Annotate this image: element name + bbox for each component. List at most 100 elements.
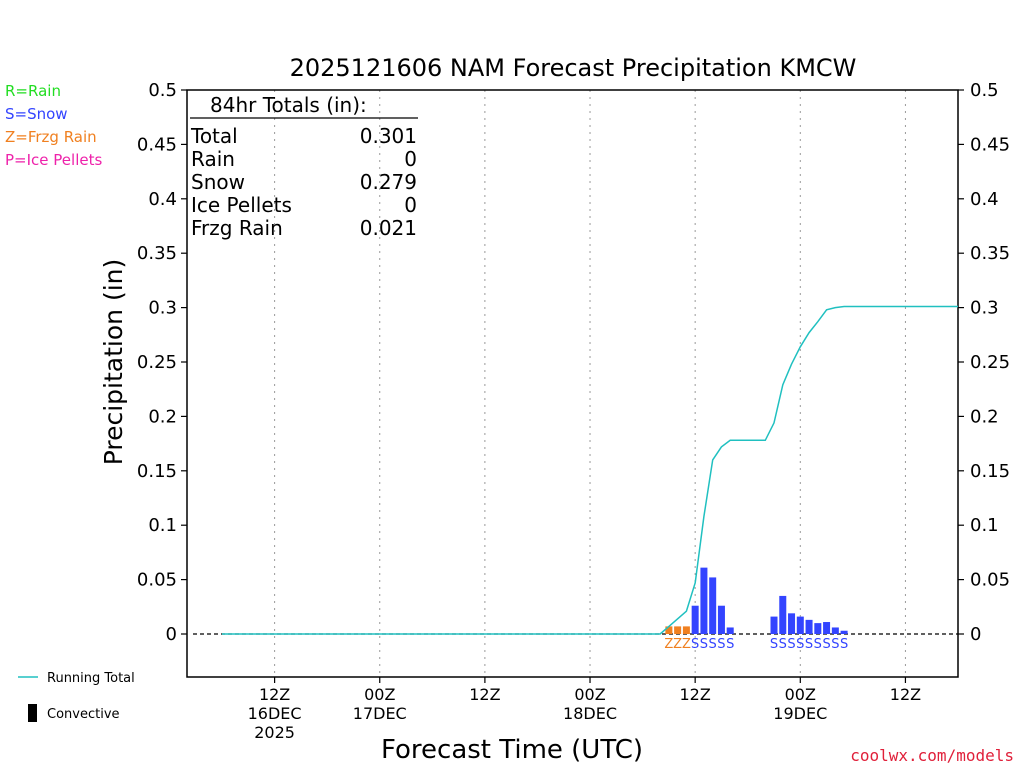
running-total-line [222, 305, 958, 635]
y-tick-label-left: 0.3 [148, 298, 177, 319]
precip-bar [700, 567, 708, 634]
totals-row-value: 0 [404, 193, 417, 217]
precip-bar [709, 577, 717, 634]
precip-bar [682, 626, 690, 634]
ptype-label: S [822, 637, 830, 652]
x-tick-label: 12Z [259, 685, 290, 704]
x-tick-label: 12Z [890, 685, 921, 704]
ptype-legend: R=Rain S=Snow Z=Frzg Rain P=Ice Pellets [5, 82, 102, 169]
y-tick-label-left: 0.15 [137, 461, 177, 482]
totals-row-value: 0.301 [360, 124, 417, 148]
precip-bar [788, 613, 796, 634]
precip-bar [770, 616, 778, 634]
precip-bar [665, 626, 673, 634]
ptype-label: S [787, 637, 795, 652]
precip-bar [717, 605, 725, 634]
precip-bar [831, 627, 839, 634]
precip-bar [823, 622, 831, 634]
totals-row-value: 0.279 [360, 170, 417, 194]
y-axis-label: Precipitation (in) [99, 259, 128, 466]
ptype-label: Z [673, 637, 682, 652]
x-axis-label: Forecast Time (UTC) [381, 735, 643, 765]
x-tick-label: 00Z [785, 685, 816, 704]
precip-bar [779, 595, 787, 634]
bottom-legend: Running Total Convective [18, 671, 135, 722]
totals-header: 84hr Totals (in): [210, 93, 367, 117]
x-tick-label: 12Z [469, 685, 500, 704]
legend-entry: P=Ice Pellets [5, 151, 102, 169]
y-axis-right: 0 0.05 0.1 0.15 0.2 0.25 0.3 0.35 0.4 0.45 0.5 [958, 80, 1010, 645]
y-tick-label-right: 0.45 [970, 134, 1010, 155]
ptype-label: S [814, 637, 822, 652]
ptype-label: S [840, 637, 848, 652]
running-total-legend-label: Running Total [47, 671, 135, 686]
precip-bar [814, 623, 822, 634]
chart-title: 2025121606 NAM Forecast Precipitation KM… [290, 54, 857, 82]
y-tick-label-left: 0.2 [148, 406, 177, 427]
precip-bar [691, 605, 699, 634]
ptype-label: Z [682, 637, 691, 652]
y-tick-label-left: 0.05 [137, 570, 177, 591]
precip-bar [840, 630, 848, 634]
y-tick-label-left: 0.25 [137, 352, 177, 373]
legend-entry: R=Rain [5, 82, 61, 100]
precip-bars [665, 567, 848, 634]
precip-bar [674, 626, 682, 634]
ptype-label: S [831, 637, 839, 652]
y-tick-label-right: 0.1 [970, 515, 999, 536]
legend-entry: S=Snow [5, 105, 68, 123]
y-tick-label-left: 0.4 [148, 189, 177, 210]
precip-bar [805, 619, 813, 634]
precip-bar [796, 616, 804, 634]
x-tick-label: 12Z [679, 685, 710, 704]
totals-row-label: Rain [191, 147, 235, 171]
convective-legend-label: Convective [47, 707, 120, 722]
x-tick-date: 18DEC [563, 704, 617, 723]
y-tick-label-right: 0.35 [970, 243, 1010, 264]
totals-row-value: 0 [404, 147, 417, 171]
convective-swatch [28, 704, 37, 722]
x-tick-date: 19DEC [773, 704, 827, 723]
ptype-label: S [805, 637, 813, 652]
y-tick-label-right: 0.25 [970, 352, 1010, 373]
ptype-label: S [796, 637, 804, 652]
ptype-label: Z [664, 637, 673, 652]
totals-row-label: Total [190, 124, 238, 148]
totals-row-label: Frzg Rain [191, 216, 283, 240]
y-tick-label-right: 0.05 [970, 570, 1010, 591]
ptype-label: S [709, 637, 717, 652]
y-tick-label-right: 0.4 [970, 189, 999, 210]
ptype-label: S [691, 637, 699, 652]
ptype-label: S [717, 637, 725, 652]
ptype-label: S [700, 637, 708, 652]
y-tick-label-right: 0 [970, 624, 981, 645]
totals-box: 84hr Totals (in): Total 0.301 Rain 0 Snow 0.2… [190, 93, 418, 240]
y-tick-label-right: 0.15 [970, 461, 1010, 482]
totals-row-label: Snow [191, 170, 245, 194]
y-tick-label-left: 0 [166, 624, 177, 645]
ptype-label: S [726, 637, 734, 652]
legend-entry: Z=Frzg Rain [5, 128, 97, 146]
plot-frame [186, 89, 959, 678]
totals-row-label: Ice Pellets [191, 193, 292, 217]
credit-link[interactable]: coolwx.com/models [850, 746, 1014, 765]
x-tick-date: 16DEC [248, 704, 302, 723]
ptype-label: S [770, 637, 778, 652]
precip-bar [726, 627, 734, 634]
x-tick-label: 00Z [364, 685, 395, 704]
x-tick-label: 00Z [574, 685, 605, 704]
x-tick-date: 17DEC [353, 704, 407, 723]
y-tick-label-left: 0.35 [137, 243, 177, 264]
x-tick-year: 2025 [254, 723, 295, 742]
y-axis-left: 0 0.05 0.1 0.15 0.2 0.25 0.3 0.35 0.4 0.45 0.5 [137, 80, 187, 645]
y-tick-label-left: 0.45 [137, 134, 177, 155]
y-tick-label-left: 0.1 [148, 515, 177, 536]
y-tick-label-right: 0.5 [970, 80, 999, 101]
y-tick-label-left: 0.5 [148, 80, 177, 101]
totals-row-value: 0.021 [360, 216, 417, 240]
ptype-label: S [779, 637, 787, 652]
y-tick-label-right: 0.2 [970, 406, 999, 427]
